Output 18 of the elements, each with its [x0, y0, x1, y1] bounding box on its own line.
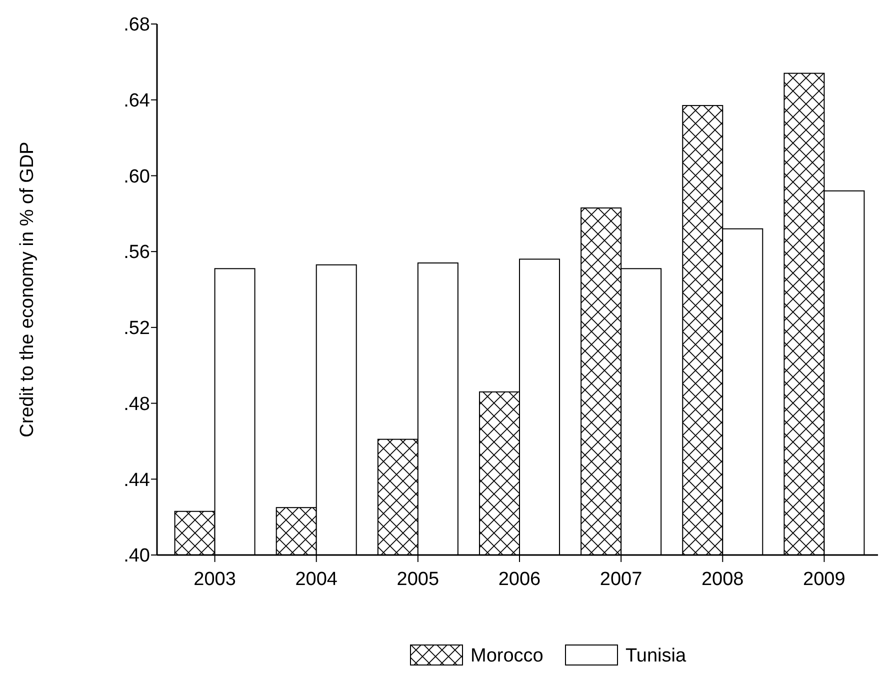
y-tick-label: .68 [124, 14, 150, 36]
y-tick-label: .40 [124, 546, 150, 567]
x-tick-label: 2004 [295, 569, 338, 590]
legend-label: Morocco [470, 646, 544, 667]
x-tick-label: 2009 [803, 569, 846, 590]
y-tick-label: .52 [124, 318, 150, 340]
x-tick-label: 2008 [701, 569, 744, 590]
y-tick-label: .56 [124, 242, 150, 264]
y-axis-title: Credit to the economy in % of GDP [17, 142, 38, 438]
x-tick-label: 2003 [194, 569, 236, 590]
x-tick-label: 2006 [498, 569, 541, 590]
y-tick-label: .44 [124, 470, 150, 491]
y-tick-label: .64 [124, 90, 150, 112]
y-tick-label: .48 [124, 394, 150, 415]
x-tick-label: 2007 [600, 569, 642, 590]
x-tick-label: 2005 [396, 569, 440, 590]
legend-label: Tunisia [626, 646, 686, 667]
y-tick-label: .60 [124, 166, 150, 188]
